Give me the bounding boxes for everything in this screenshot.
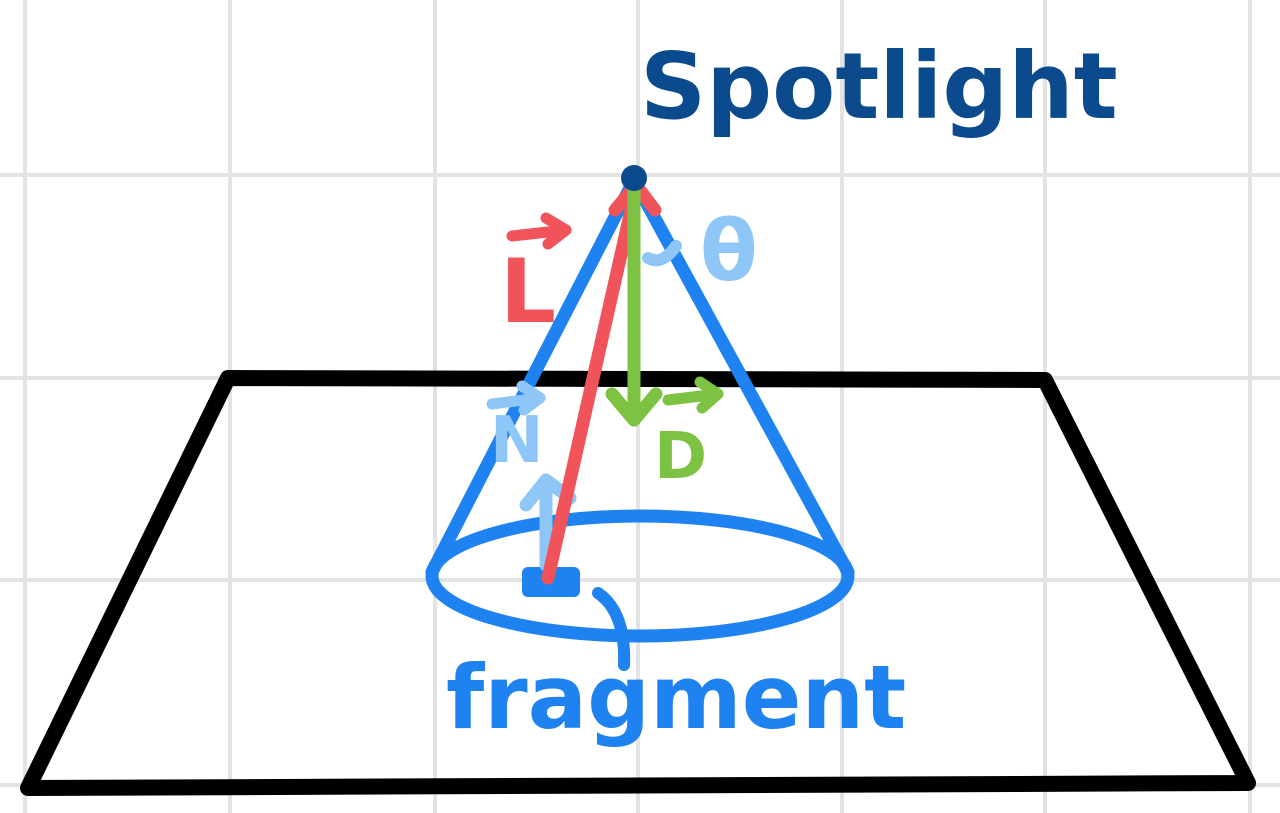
angle-label: θ [700, 202, 758, 300]
angle-arc [642, 240, 682, 267]
direction-vector [605, 181, 663, 427]
normal-vector-label: N [490, 404, 544, 478]
fragment-pointer-line [592, 587, 631, 671]
light-vector-label: L [500, 240, 556, 343]
fragment-label: fragment [446, 646, 906, 749]
direction-vector-label: D [654, 420, 707, 494]
cone-base-ellipse [425, 509, 855, 643]
title-label: Spotlight [640, 33, 1118, 140]
spotlight-apex [621, 165, 647, 191]
ground-plane [20, 370, 1256, 796]
cone-left-edge [425, 173, 641, 579]
vector-arrow-icon [486, 212, 724, 416]
